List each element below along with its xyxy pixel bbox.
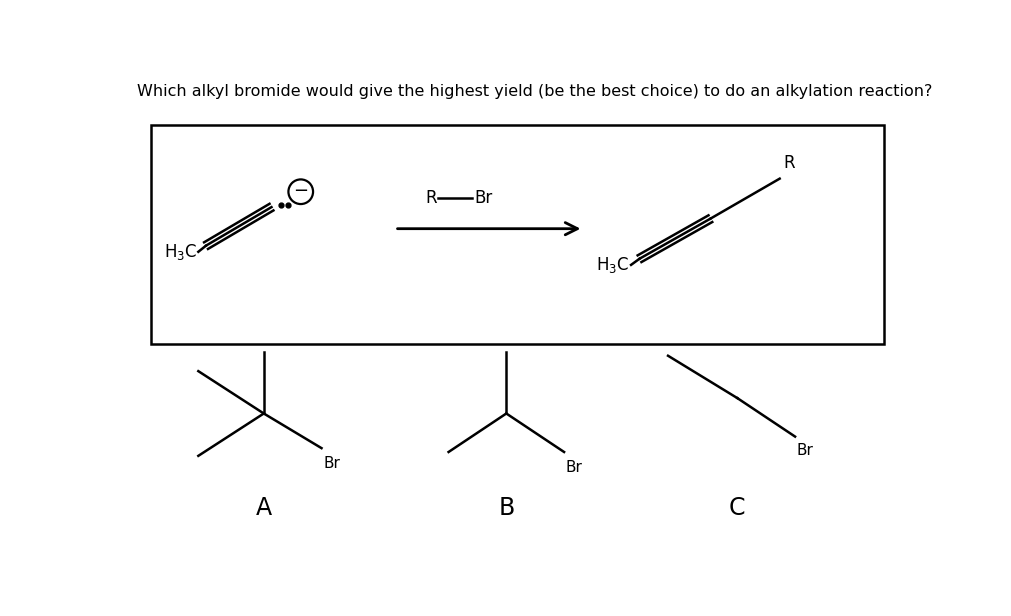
Text: Br: Br <box>473 189 491 207</box>
Text: Br: Br <box>323 456 340 471</box>
Text: −: − <box>293 182 308 200</box>
Bar <box>151 124 883 344</box>
Text: R: R <box>783 155 795 172</box>
Text: C: C <box>728 496 745 520</box>
Text: Which alkyl bromide would give the highest yield (be the best choice) to do an a: Which alkyl bromide would give the highe… <box>136 84 931 99</box>
Text: H$_3$C: H$_3$C <box>164 242 196 262</box>
Text: Br: Br <box>565 460 582 475</box>
Text: R: R <box>425 189 437 207</box>
Text: Br: Br <box>796 443 813 458</box>
Text: H$_3$C: H$_3$C <box>595 255 629 275</box>
Text: B: B <box>497 496 514 520</box>
Text: A: A <box>256 496 272 520</box>
